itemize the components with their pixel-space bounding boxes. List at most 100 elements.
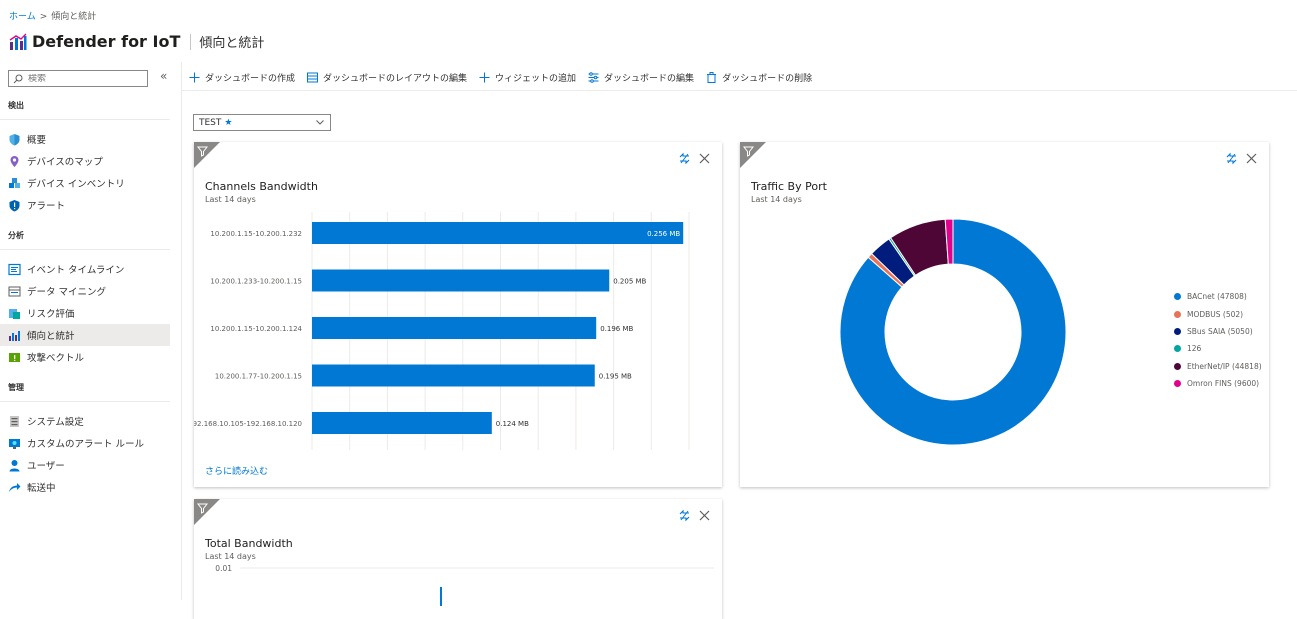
close-icon[interactable] <box>699 510 710 521</box>
collapse-sidebar-button[interactable]: « <box>160 69 168 83</box>
widget-actions <box>1217 152 1257 165</box>
legend-label: MODBUS (502) <box>1187 309 1244 319</box>
breadcrumb-separator: > <box>39 12 48 22</box>
category-label: 10.200.1.15-10.200.1.124 <box>210 325 302 333</box>
sidebar-item-users[interactable]: ユーザー <box>0 454 170 476</box>
filter-icon[interactable] <box>194 142 220 168</box>
plus-icon <box>479 72 490 82</box>
legend-label: BACnet (47808) <box>1187 292 1247 302</box>
add-widget-label: ウィジェットの追加 <box>495 73 577 84</box>
widget-title: Traffic By Port <box>751 180 827 193</box>
sidebar-item-system-settings[interactable]: システム設定 <box>0 410 170 432</box>
edit-dashboard-button[interactable]: ダッシュボードの編集 <box>588 71 694 84</box>
plus-icon <box>189 72 200 82</box>
widget-actions <box>670 509 710 522</box>
sidebar-item-label: デバイス インベントリ <box>27 179 125 190</box>
total-bandwidth-chart: 0.01 <box>215 564 714 606</box>
sidebar-item-label: 傾向と統計 <box>27 331 75 342</box>
legend-item[interactable]: BACnet (47808) <box>1174 288 1262 305</box>
legend-item[interactable]: MODBUS (502) <box>1174 305 1262 322</box>
legend-swatch <box>1174 327 1181 335</box>
sidebar-item-overview[interactable]: 概要 <box>0 128 170 150</box>
cubes-icon <box>9 177 20 188</box>
toolbar: ダッシュボードの作成 ダッシュボードのレイアウトの編集 ウィジェットの追加 ダッ… <box>183 66 818 88</box>
legend-swatch <box>1174 380 1181 388</box>
close-icon[interactable] <box>699 153 710 164</box>
title-row: Defender for IoT 傾向と統計 <box>9 32 264 51</box>
attack-vector-icon <box>9 352 20 362</box>
filter-icon[interactable] <box>194 499 220 525</box>
edit-layout-label: ダッシュボードのレイアウトの編集 <box>323 73 468 84</box>
data-mining-icon <box>8 286 21 296</box>
sidebar-item-label: 概要 <box>27 135 47 146</box>
section-divider <box>0 401 170 402</box>
channels-bandwidth-widget: Channels Bandwidth Last 14 days 10.200.1… <box>194 142 722 487</box>
legend-item[interactable]: 126 <box>1174 340 1262 357</box>
sidebar: « 検出 概要 デバイスのマップ デバイス インベントリ アラート 分析 イベン… <box>0 62 178 600</box>
timeline-icon <box>8 263 21 275</box>
refresh-icon[interactable] <box>1225 152 1238 165</box>
dashboard-select[interactable]: TEST ★ <box>193 114 331 131</box>
create-dashboard-button[interactable]: ダッシュボードの作成 <box>189 71 295 84</box>
section-divider <box>0 249 170 250</box>
section-header-detect: 検出 <box>8 101 24 110</box>
widget-title: Total Bandwidth <box>205 537 293 550</box>
sidebar-item-custom-alert-rules[interactable]: カスタムのアラート ルール <box>0 432 170 454</box>
risk-icon <box>9 308 20 319</box>
category-label: 192.168.10.105-192.168.10.120 <box>194 420 302 428</box>
bar-value-label: 0.205 MB <box>613 278 646 286</box>
sidebar-item-event-timeline[interactable]: イベント タイムライン <box>0 258 170 280</box>
trash-icon <box>707 71 717 83</box>
toolbar-divider <box>182 90 1297 91</box>
sidebar-item-label: デバイスのマップ <box>27 157 103 168</box>
close-icon[interactable] <box>1246 153 1257 164</box>
breadcrumb-home-link[interactable]: ホーム <box>9 12 36 22</box>
add-widget-button[interactable]: ウィジェットの追加 <box>479 71 576 84</box>
filter-icon[interactable] <box>740 142 766 168</box>
legend-swatch <box>1174 310 1181 318</box>
section-divider <box>0 119 170 120</box>
sidebar-item-device-map[interactable]: デバイスのマップ <box>0 150 170 172</box>
legend-label: EtherNet/IP (44818) <box>1187 361 1262 371</box>
sidebar-item-alerts[interactable]: アラート <box>0 194 170 216</box>
donut-slice <box>839 218 1067 446</box>
legend-item[interactable]: SBus SAIA (5050) <box>1174 323 1262 340</box>
load-more-link[interactable]: さらに読み込む <box>205 467 269 477</box>
legend-item[interactable]: Omron FINS (9600) <box>1174 375 1262 392</box>
category-label: 10.200.1.233-10.200.1.15 <box>210 278 302 286</box>
chevron-down-icon <box>316 120 324 125</box>
legend-label: Omron FINS (9600) <box>1187 379 1260 389</box>
sidebar-item-device-inventory[interactable]: デバイス インベントリ <box>0 172 170 194</box>
edit-layout-button[interactable]: ダッシュボードのレイアウトの編集 <box>307 71 467 84</box>
sidebar-item-trends-statistics[interactable]: 傾向と統計 <box>0 324 170 346</box>
bar <box>312 317 597 339</box>
sidebar-item-risk-assessment[interactable]: リスク評価 <box>0 302 170 324</box>
shield-icon <box>9 133 20 145</box>
user-icon <box>9 459 20 471</box>
dashboard-select-value: TEST <box>199 117 222 128</box>
delete-dashboard-label: ダッシュボードの削除 <box>722 73 813 84</box>
forward-icon <box>9 482 21 492</box>
create-dashboard-label: ダッシュボードの作成 <box>205 73 296 84</box>
traffic-by-port-chart <box>839 218 1067 446</box>
sidebar-item-attack-vectors[interactable]: 攻撃ベクトル <box>0 346 170 368</box>
search-icon <box>13 74 23 83</box>
legend-item[interactable]: EtherNet/IP (44818) <box>1174 358 1262 375</box>
sidebar-item-data-mining[interactable]: データ マイニング <box>0 280 170 302</box>
breadcrumb: ホーム > 傾向と統計 <box>9 9 96 22</box>
search-input[interactable] <box>28 73 138 84</box>
refresh-icon[interactable] <box>678 152 691 165</box>
bar <box>312 364 595 387</box>
search-box[interactable] <box>8 70 148 87</box>
delete-dashboard-button[interactable]: ダッシュボードの削除 <box>706 71 812 84</box>
legend-swatch <box>1174 362 1181 370</box>
traffic-by-port-widget: Traffic By Port Last 14 days BACnet (478… <box>740 142 1269 487</box>
chart-legend: BACnet (47808) MODBUS (502) SBus SAIA (505… <box>1174 288 1262 392</box>
bar-value-label: 0.196 MB <box>600 325 633 333</box>
sidebar-item-label: 転送中 <box>27 483 56 494</box>
refresh-icon[interactable] <box>678 509 691 522</box>
sidebar-item-label: データ マイニング <box>27 287 107 298</box>
sidebar-item-label: ユーザー <box>27 461 65 472</box>
sidebar-item-forwarding[interactable]: 転送中 <box>0 476 170 498</box>
sidebar-divider <box>181 62 182 600</box>
